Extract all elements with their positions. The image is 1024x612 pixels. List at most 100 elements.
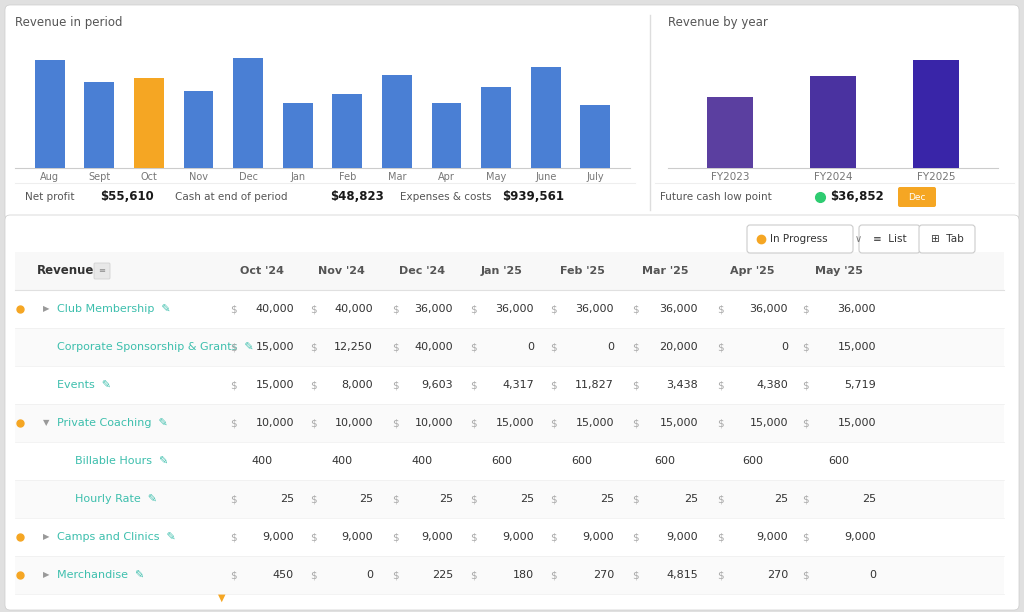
FancyBboxPatch shape xyxy=(919,225,975,253)
Bar xyxy=(15,290,1004,328)
Text: 9,000: 9,000 xyxy=(503,532,534,542)
Text: Billable Hours  ✎: Billable Hours ✎ xyxy=(75,456,168,466)
Text: $: $ xyxy=(550,532,557,542)
Text: 4,317: 4,317 xyxy=(502,380,534,390)
Text: $: $ xyxy=(802,380,809,390)
Bar xyxy=(431,103,462,168)
Text: $: $ xyxy=(230,342,237,352)
Text: $: $ xyxy=(470,380,476,390)
Text: 600: 600 xyxy=(742,456,763,466)
Text: 5,719: 5,719 xyxy=(844,380,876,390)
Text: 25: 25 xyxy=(862,494,876,504)
Text: May '25: May '25 xyxy=(815,266,863,276)
Bar xyxy=(283,103,312,168)
Text: $: $ xyxy=(230,418,237,428)
Bar xyxy=(84,82,115,168)
Text: $: $ xyxy=(310,380,316,390)
Text: 0: 0 xyxy=(869,570,876,580)
Text: Jan '25: Jan '25 xyxy=(481,266,523,276)
Text: $: $ xyxy=(632,380,639,390)
Text: $: $ xyxy=(310,304,316,314)
Text: $: $ xyxy=(470,532,476,542)
Text: Feb '25: Feb '25 xyxy=(559,266,604,276)
Text: 36,000: 36,000 xyxy=(575,304,614,314)
Text: $: $ xyxy=(717,418,724,428)
Text: $: $ xyxy=(310,418,316,428)
Text: Apr '25: Apr '25 xyxy=(730,266,775,276)
Text: $: $ xyxy=(392,532,398,542)
Text: 9,000: 9,000 xyxy=(845,532,876,542)
Text: 15,000: 15,000 xyxy=(750,418,788,428)
Bar xyxy=(530,67,560,168)
Text: 450: 450 xyxy=(272,570,294,580)
Text: $: $ xyxy=(550,494,557,504)
Text: 40,000: 40,000 xyxy=(415,342,453,352)
Text: 9,000: 9,000 xyxy=(583,532,614,542)
Text: ▶: ▶ xyxy=(43,532,49,542)
Text: $: $ xyxy=(802,494,809,504)
Text: 600: 600 xyxy=(828,456,850,466)
Text: 25: 25 xyxy=(684,494,698,504)
Text: ≡: ≡ xyxy=(98,266,105,275)
Text: 20,000: 20,000 xyxy=(659,342,698,352)
Text: $: $ xyxy=(470,418,476,428)
Text: $: $ xyxy=(802,418,809,428)
Text: $: $ xyxy=(392,380,398,390)
Bar xyxy=(15,404,1004,442)
Text: 600: 600 xyxy=(654,456,676,466)
Text: $: $ xyxy=(717,570,724,580)
Text: Mar '25: Mar '25 xyxy=(642,266,688,276)
Text: 3,438: 3,438 xyxy=(667,380,698,390)
Text: Future cash low point: Future cash low point xyxy=(660,192,772,202)
Text: $: $ xyxy=(392,342,398,352)
Text: $: $ xyxy=(470,570,476,580)
Text: In Progress: In Progress xyxy=(770,234,827,244)
Text: $: $ xyxy=(550,342,557,352)
Text: $: $ xyxy=(632,532,639,542)
FancyBboxPatch shape xyxy=(746,225,853,253)
Text: ▶: ▶ xyxy=(43,570,49,580)
Text: $: $ xyxy=(802,532,809,542)
FancyBboxPatch shape xyxy=(898,187,936,207)
Text: 25: 25 xyxy=(520,494,534,504)
Text: 4,815: 4,815 xyxy=(667,570,698,580)
Bar xyxy=(15,518,1004,556)
Bar xyxy=(810,76,856,168)
Text: 0: 0 xyxy=(781,342,788,352)
Text: $: $ xyxy=(470,304,476,314)
Text: $36,852: $36,852 xyxy=(830,190,884,204)
Text: $: $ xyxy=(230,304,237,314)
Text: $: $ xyxy=(632,418,639,428)
Text: 10,000: 10,000 xyxy=(335,418,373,428)
Text: Dec: Dec xyxy=(908,193,926,201)
Text: Cash at end of period: Cash at end of period xyxy=(175,192,288,202)
Text: $: $ xyxy=(550,570,557,580)
Bar xyxy=(15,328,1004,366)
Text: $939,561: $939,561 xyxy=(502,190,564,204)
Text: 4,380: 4,380 xyxy=(757,380,788,390)
Text: Merchandise  ✎: Merchandise ✎ xyxy=(57,570,144,580)
Text: 25: 25 xyxy=(774,494,788,504)
Text: 400: 400 xyxy=(331,456,352,466)
Text: 40,000: 40,000 xyxy=(335,304,373,314)
FancyBboxPatch shape xyxy=(859,225,920,253)
Text: ▶: ▶ xyxy=(43,305,49,313)
Text: 9,000: 9,000 xyxy=(341,532,373,542)
Text: 40,000: 40,000 xyxy=(255,304,294,314)
Text: $: $ xyxy=(632,304,639,314)
Text: Camps and Clinics  ✎: Camps and Clinics ✎ xyxy=(57,532,176,542)
Text: 270: 270 xyxy=(593,570,614,580)
Text: 25: 25 xyxy=(280,494,294,504)
Text: ∨: ∨ xyxy=(855,234,862,244)
Text: 15,000: 15,000 xyxy=(256,342,294,352)
Text: Net profit: Net profit xyxy=(25,192,75,202)
Text: 15,000: 15,000 xyxy=(496,418,534,428)
Bar xyxy=(15,366,1004,404)
Bar xyxy=(581,105,610,168)
Text: 36,000: 36,000 xyxy=(659,304,698,314)
Text: 10,000: 10,000 xyxy=(256,418,294,428)
FancyBboxPatch shape xyxy=(5,5,1019,220)
Text: $: $ xyxy=(550,304,557,314)
Text: $: $ xyxy=(550,418,557,428)
Text: 25: 25 xyxy=(358,494,373,504)
